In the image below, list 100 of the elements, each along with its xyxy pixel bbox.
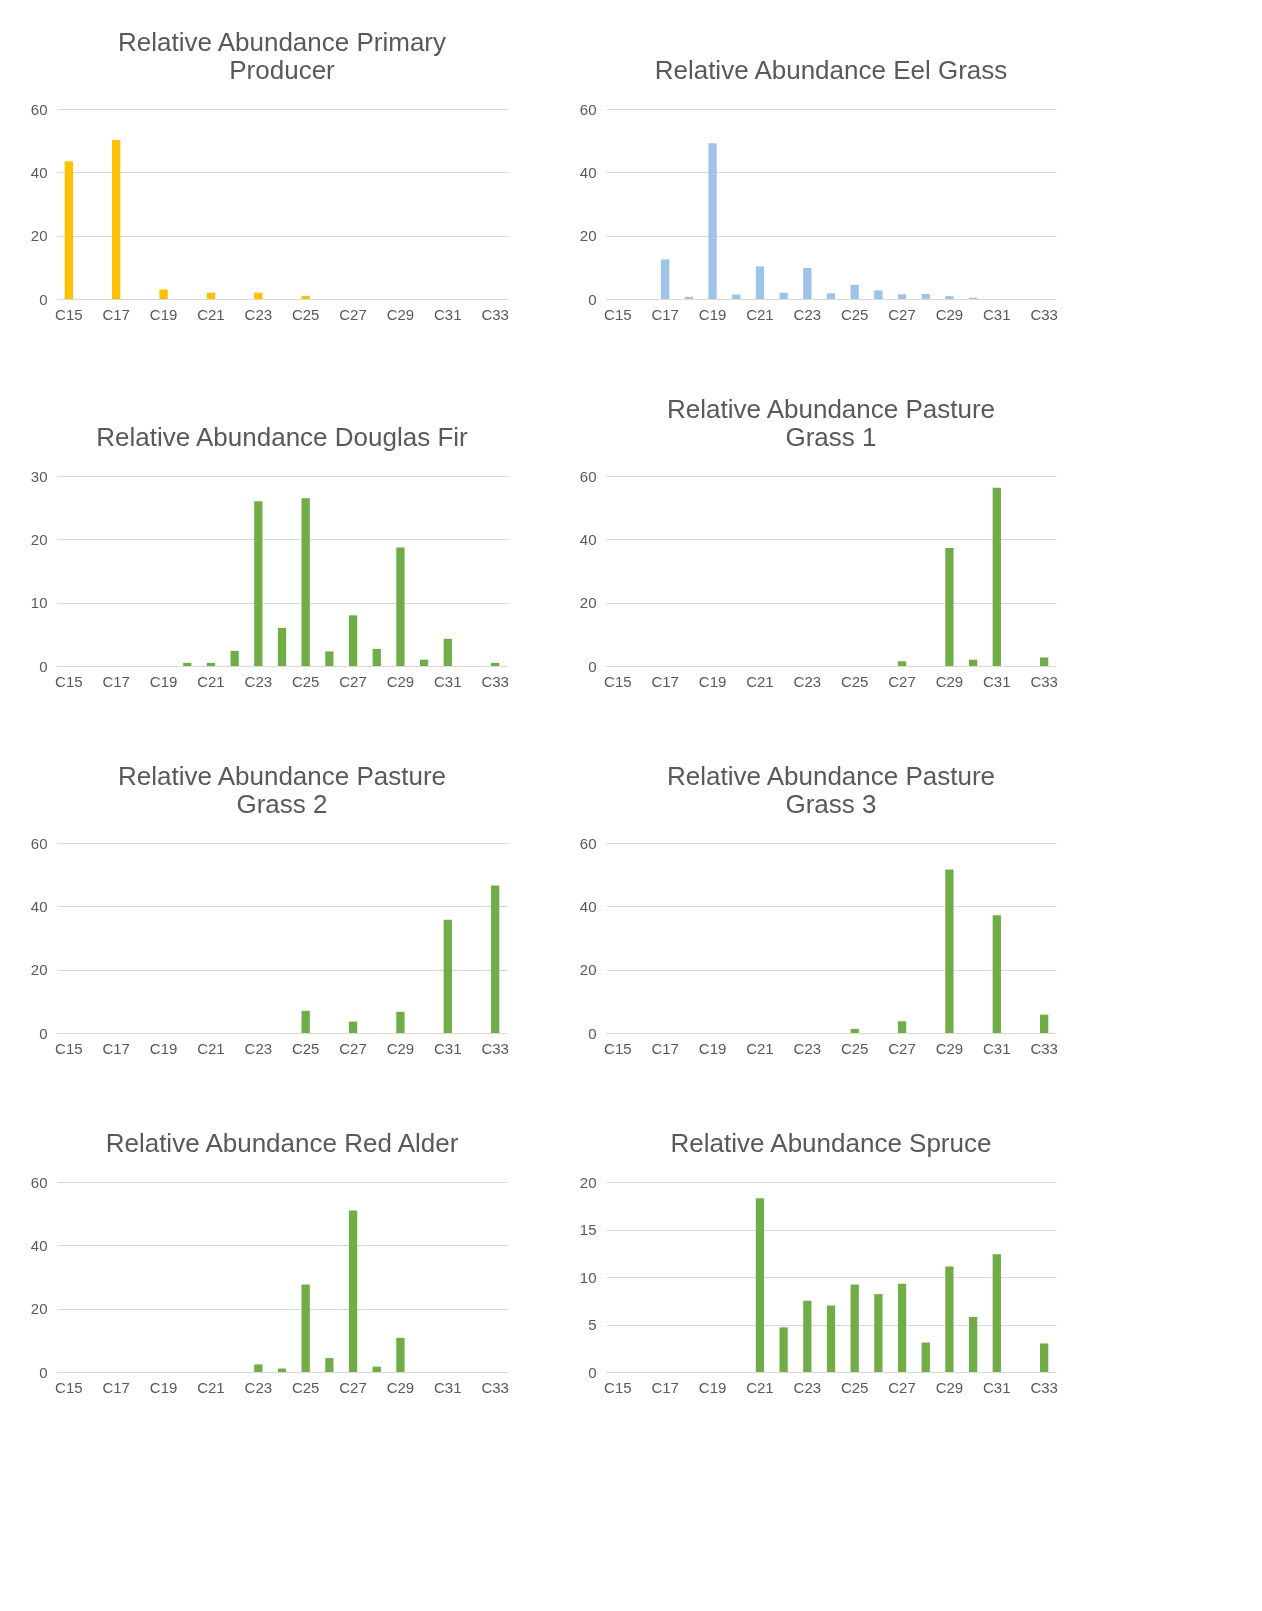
x-tick-label: C33 bbox=[1030, 1378, 1058, 1396]
y-tick-label: 20 bbox=[579, 227, 597, 245]
chart-title: Relative Abundance Primary Producer bbox=[117, 27, 447, 85]
chart-title: Relative Abundance Red Alder bbox=[105, 1128, 459, 1158]
bar bbox=[992, 915, 1001, 1033]
y-tick-label: 15 bbox=[579, 1221, 597, 1238]
bar bbox=[183, 662, 192, 666]
y-tick-label: 60 bbox=[30, 1173, 48, 1191]
bar bbox=[968, 1316, 978, 1372]
x-tick-label: C27 bbox=[339, 672, 367, 690]
x-tick-label: C21 bbox=[746, 1039, 774, 1057]
bar bbox=[945, 869, 954, 1033]
x-tick-label: C21 bbox=[197, 672, 225, 690]
x-tick-label: C15 bbox=[604, 672, 632, 690]
y-tick-label: 0 bbox=[588, 1363, 597, 1381]
chart-title: Relative Abundance Pasture Grass 1 bbox=[666, 394, 996, 452]
bar bbox=[159, 289, 168, 299]
x-tick-label: C17 bbox=[102, 1378, 130, 1396]
bar bbox=[850, 1028, 859, 1033]
y-tick-label: 40 bbox=[30, 1236, 48, 1254]
y-tick-label: 20 bbox=[30, 227, 48, 245]
x-tick-label: C17 bbox=[651, 305, 679, 323]
x-tick-label: C27 bbox=[339, 305, 367, 323]
y-tick-label: 60 bbox=[30, 100, 48, 118]
x-tick-label: C33 bbox=[1030, 1039, 1058, 1057]
bar bbox=[921, 1342, 930, 1372]
y-tick-label: 40 bbox=[579, 897, 597, 915]
x-tick-label: C31 bbox=[983, 672, 1011, 690]
x-tick-label: C33 bbox=[481, 1378, 509, 1396]
y-tick-label: 0 bbox=[39, 1363, 48, 1381]
bar bbox=[992, 1254, 1001, 1372]
x-tick-label: C23 bbox=[793, 1378, 822, 1396]
bar bbox=[897, 294, 907, 299]
x-tick-label: C31 bbox=[983, 305, 1011, 323]
x-tick-label: C25 bbox=[291, 1378, 320, 1396]
y-tick-label: 60 bbox=[579, 100, 597, 118]
bar bbox=[491, 885, 500, 1033]
x-tick-label: C21 bbox=[746, 1378, 774, 1396]
y-tick-label: 0 bbox=[588, 657, 597, 675]
x-tick-label: C27 bbox=[888, 1378, 916, 1396]
x-tick-label: C31 bbox=[983, 1039, 1011, 1057]
x-tick-label: C29 bbox=[386, 672, 415, 690]
bar bbox=[897, 661, 907, 666]
bar bbox=[826, 1305, 836, 1372]
x-tick-label: C21 bbox=[197, 1039, 225, 1057]
x-tick-label: C23 bbox=[244, 1378, 273, 1396]
bar bbox=[325, 651, 334, 666]
x-tick-label: C25 bbox=[840, 305, 869, 323]
y-tick-label: 60 bbox=[579, 834, 597, 852]
x-tick-label: C21 bbox=[197, 1378, 225, 1396]
x-tick-label: C19 bbox=[698, 305, 727, 323]
bar bbox=[755, 1198, 765, 1372]
bar bbox=[874, 1294, 883, 1372]
y-tick-label: 5 bbox=[588, 1316, 597, 1333]
y-tick-label: 20 bbox=[579, 594, 597, 612]
bar bbox=[301, 498, 310, 666]
x-tick-label: C17 bbox=[651, 1378, 679, 1396]
bar bbox=[897, 1021, 907, 1033]
y-tick-label: 0 bbox=[588, 1024, 597, 1042]
bar bbox=[372, 648, 381, 666]
y-tick-label: 30 bbox=[30, 467, 48, 485]
x-tick-label: C27 bbox=[888, 672, 916, 690]
x-tick-label: C25 bbox=[291, 672, 320, 690]
bar bbox=[254, 1364, 263, 1372]
bar bbox=[396, 1011, 405, 1033]
y-tick-label: 20 bbox=[30, 530, 48, 548]
x-tick-label: C31 bbox=[434, 305, 462, 323]
x-tick-label: C33 bbox=[1030, 305, 1058, 323]
bar bbox=[396, 547, 405, 666]
x-tick-label: C15 bbox=[604, 305, 632, 323]
bar bbox=[64, 161, 73, 299]
x-tick-label: C15 bbox=[604, 1378, 632, 1396]
y-tick-label: 20 bbox=[30, 961, 48, 979]
x-tick-label: C25 bbox=[291, 305, 320, 323]
bar bbox=[230, 650, 239, 666]
bar bbox=[779, 292, 788, 299]
y-tick-label: 20 bbox=[30, 1300, 48, 1318]
y-tick-label: 0 bbox=[39, 1024, 48, 1042]
x-tick-label: C19 bbox=[149, 672, 178, 690]
x-tick-label: C23 bbox=[244, 1039, 273, 1057]
y-tick-label: 10 bbox=[30, 594, 48, 612]
x-tick-label: C17 bbox=[651, 672, 679, 690]
x-tick-label: C19 bbox=[149, 1039, 178, 1057]
x-tick-label: C29 bbox=[386, 1039, 415, 1057]
bar bbox=[348, 615, 358, 666]
x-tick-label: C21 bbox=[746, 672, 774, 690]
bar bbox=[850, 284, 859, 299]
x-tick-label: C23 bbox=[244, 305, 273, 323]
bar bbox=[968, 659, 978, 666]
x-tick-label: C23 bbox=[244, 672, 273, 690]
y-tick-label: 0 bbox=[39, 290, 48, 308]
bar bbox=[1040, 1014, 1049, 1033]
bar bbox=[396, 1337, 405, 1372]
x-tick-label: C25 bbox=[291, 1039, 320, 1057]
y-tick-label: 10 bbox=[579, 1268, 597, 1286]
x-tick-label: C19 bbox=[149, 305, 178, 323]
x-tick-label: C23 bbox=[793, 672, 822, 690]
x-tick-label: C29 bbox=[935, 672, 964, 690]
x-tick-label: C17 bbox=[651, 1039, 679, 1057]
x-tick-label: C15 bbox=[55, 1378, 83, 1396]
